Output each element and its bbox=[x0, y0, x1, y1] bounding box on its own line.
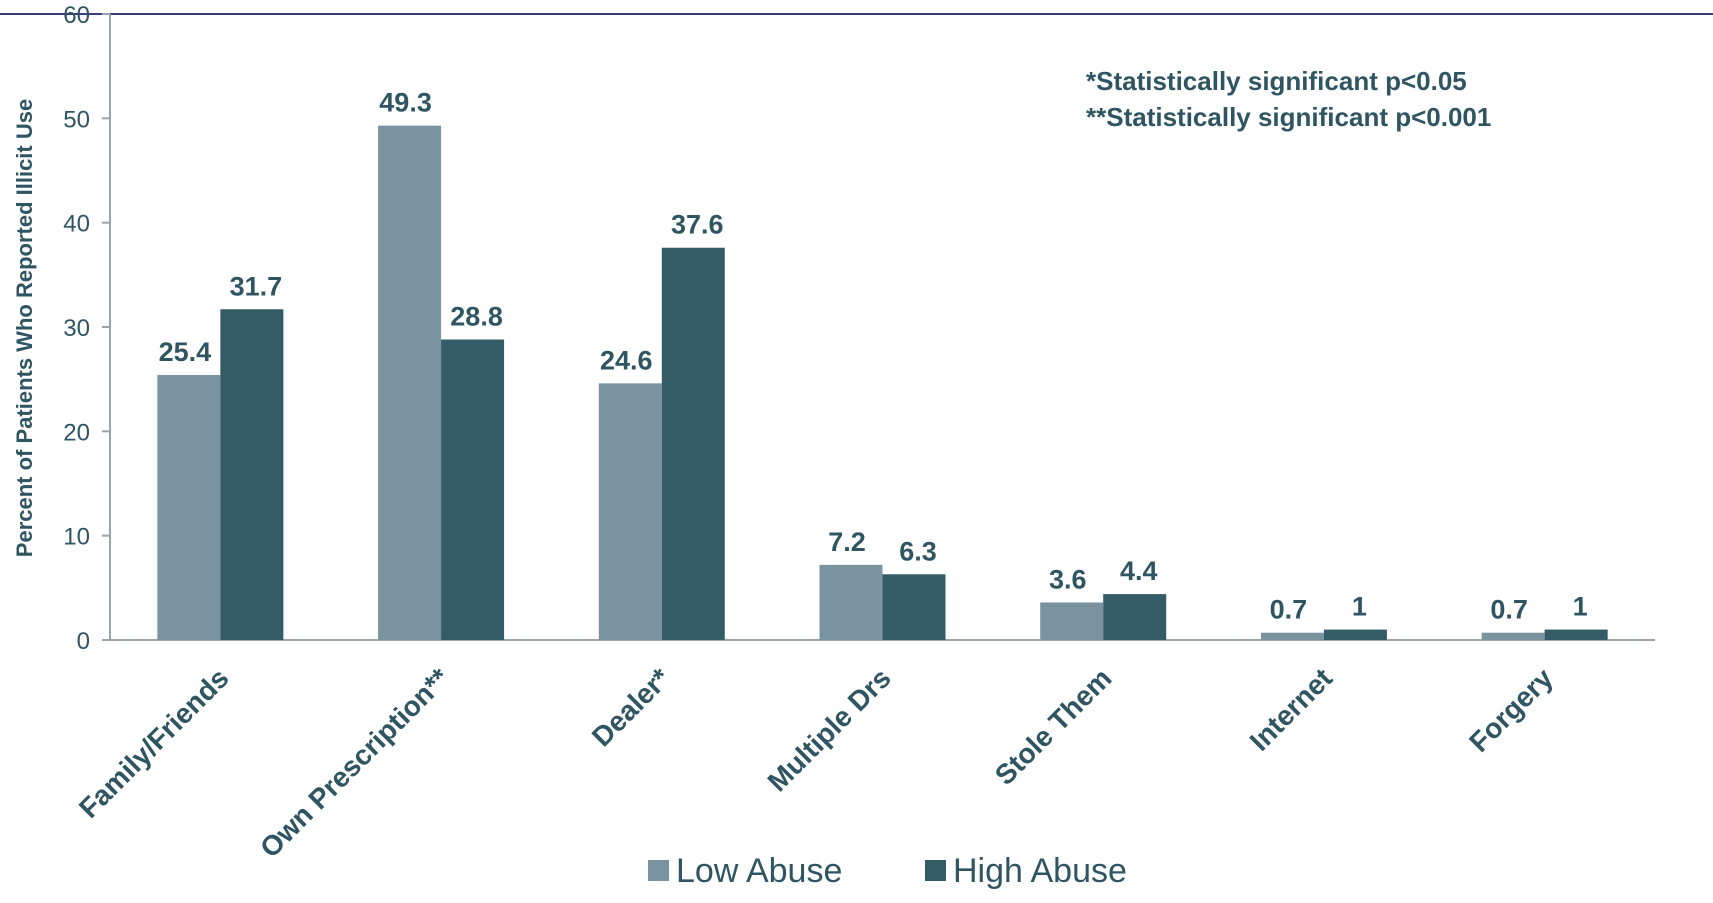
x-category-label: Own Prescription** bbox=[254, 662, 455, 863]
data-label: 4.4 bbox=[1120, 556, 1158, 586]
bar-low-abuse bbox=[598, 383, 662, 640]
bar-high-abuse bbox=[1544, 629, 1608, 640]
data-label: 1 bbox=[1352, 592, 1367, 622]
y-axis: 0 10 20 30 40 50 60 bbox=[63, 2, 1655, 655]
y-tick-label: 30 bbox=[63, 315, 90, 342]
bar-high-abuse bbox=[220, 309, 284, 640]
y-tick-label: 50 bbox=[63, 106, 90, 133]
x-category-label: Dealer* bbox=[586, 662, 676, 752]
bar-high-abuse bbox=[441, 339, 505, 640]
data-label: 7.2 bbox=[828, 527, 866, 557]
data-labels: 25.4 31.7 49.3 28.8 24.6 37.6 7.2 6.3 3.6 4.4 0.7 1… bbox=[159, 88, 1588, 625]
significance-note-2: **Statistically significant p<0.001 bbox=[1086, 102, 1491, 132]
data-label: 25.4 bbox=[159, 337, 212, 367]
y-axis-title: Percent of Patients Who Reported Illicit… bbox=[12, 99, 37, 557]
bar-low-abuse bbox=[378, 125, 442, 641]
legend-label: High Abuse bbox=[953, 852, 1127, 890]
y-tick-label: 20 bbox=[63, 419, 90, 446]
data-label: 3.6 bbox=[1049, 564, 1087, 594]
legend-swatch bbox=[648, 860, 669, 881]
data-label: 6.3 bbox=[899, 536, 937, 566]
x-category-label: Forgery bbox=[1463, 662, 1559, 758]
legend-label: Low Abuse bbox=[676, 852, 842, 890]
data-label: 37.6 bbox=[671, 210, 724, 240]
x-axis-categories: Family/Friends Own Prescription** Dealer* M… bbox=[73, 662, 1559, 864]
legend: Low Abuse High Abuse bbox=[648, 852, 1127, 890]
data-label: 31.7 bbox=[230, 271, 283, 301]
bars bbox=[157, 125, 1608, 641]
significance-note-1: *Statistically significant p<0.05 bbox=[1086, 66, 1467, 96]
bar-high-abuse bbox=[1323, 629, 1387, 640]
bar-low-abuse bbox=[1260, 632, 1324, 640]
data-label: 24.6 bbox=[600, 345, 653, 375]
data-label: 0.7 bbox=[1270, 595, 1308, 625]
bar-low-abuse bbox=[819, 564, 883, 640]
x-category-label: Multiple Drs bbox=[762, 662, 897, 797]
x-category-label: Internet bbox=[1244, 662, 1339, 757]
x-category-label: Family/Friends bbox=[73, 662, 235, 824]
y-tick-label: 40 bbox=[63, 211, 90, 238]
y-tick-label: 60 bbox=[63, 2, 90, 29]
bar-low-abuse bbox=[1040, 602, 1104, 640]
y-tick-label: 0 bbox=[77, 628, 90, 655]
data-label: 1 bbox=[1573, 592, 1588, 622]
bar-high-abuse bbox=[882, 574, 946, 640]
bar-high-abuse bbox=[661, 247, 725, 640]
data-label: 49.3 bbox=[379, 88, 432, 118]
data-label: 0.7 bbox=[1490, 595, 1528, 625]
y-tick-label: 10 bbox=[63, 524, 90, 551]
bar-low-abuse bbox=[1481, 632, 1545, 640]
bar-high-abuse bbox=[1103, 594, 1167, 640]
data-label: 28.8 bbox=[450, 302, 503, 332]
legend-swatch bbox=[925, 860, 946, 881]
bar-low-abuse bbox=[157, 374, 221, 640]
x-category-label: Stole Them bbox=[989, 662, 1118, 791]
